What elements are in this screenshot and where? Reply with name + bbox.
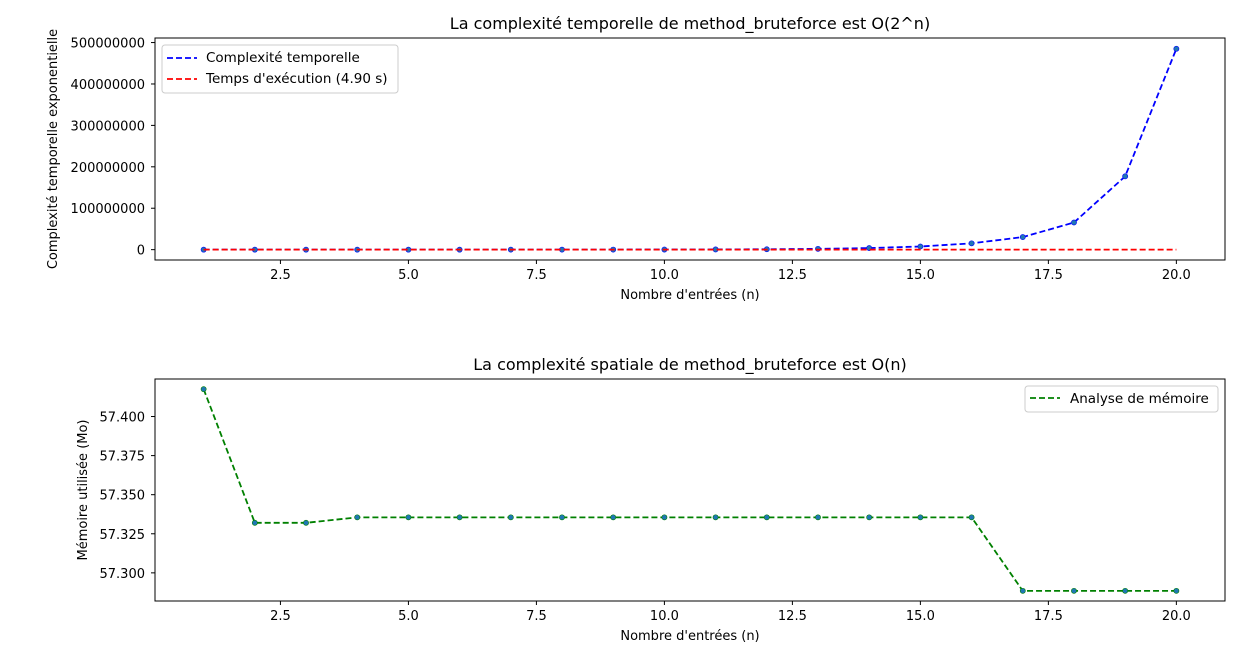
chart2-plot-frame	[154, 378, 1226, 602]
data-point	[917, 514, 924, 521]
y-tick-label: 500000000	[71, 37, 145, 52]
space-complexity-chart: La complexité spatiale de method_brutefo…	[76, 355, 1226, 644]
data-point	[610, 514, 617, 521]
chart2-legend-label-memory: Analyse de mémoire	[1070, 391, 1209, 407]
x-tick-label: 20.0	[1162, 609, 1191, 624]
data-point	[303, 519, 309, 526]
chart1-legend-label-runtime: Temps d'exécution (4.90 s)	[205, 71, 388, 87]
x-tick-label: 20.0	[1162, 268, 1191, 283]
data-point	[1173, 45, 1180, 52]
data-point	[1071, 587, 1077, 594]
data-point	[1122, 173, 1129, 180]
chart1-xlabel: Nombre d'entrées (n)	[620, 288, 759, 303]
chart1-plot-frame	[154, 37, 1226, 261]
chart1-legend-label-complexity: Complexité temporelle	[206, 50, 360, 66]
chart2-title: La complexité spatiale de method_brutefo…	[473, 355, 906, 375]
x-tick-label: 12.5	[778, 268, 807, 283]
data-point	[251, 519, 258, 526]
data-point	[815, 514, 821, 521]
chart1-title: La complexité temporelle de method_brute…	[450, 14, 930, 34]
data-point	[1019, 234, 1026, 240]
data-point	[559, 514, 565, 521]
data-point	[1122, 587, 1129, 594]
x-tick-label: 10.0	[650, 609, 679, 624]
data-point	[866, 514, 873, 521]
chart1-series	[200, 45, 1180, 253]
y-tick-label: 57.400	[100, 411, 146, 426]
x-tick-label: 2.5	[270, 609, 291, 624]
x-tick-label: 7.5	[526, 609, 547, 624]
data-point	[661, 514, 668, 521]
x-tick-label: 5.0	[398, 268, 419, 283]
data-point	[1019, 587, 1026, 594]
chart1-ticks: 2.5 5.0 7.5 10.0 12.5 15.0 17.5 20.0 0 100000000 2…	[71, 37, 1191, 283]
series-line-1	[202, 388, 1177, 592]
x-tick-label: 15.0	[906, 609, 935, 624]
chart1-legend: Complexité temporelle Temps d'exécution …	[161, 44, 399, 94]
chart2-series	[200, 386, 1180, 594]
data-point	[917, 243, 924, 250]
data-point	[968, 514, 975, 521]
y-tick-label: 300000000	[71, 119, 145, 134]
data-point	[200, 386, 207, 393]
chart1-ylabel: Complexité temporelle exponentielle	[46, 29, 61, 269]
chart2-legend-box	[1024, 385, 1219, 413]
x-tick-label: 17.5	[1034, 609, 1063, 624]
y-tick-label: 57.350	[100, 489, 146, 504]
x-tick-label: 17.5	[1034, 268, 1063, 283]
data-point	[354, 514, 361, 521]
y-tick-label: 400000000	[71, 78, 145, 93]
data-point	[1071, 219, 1077, 226]
x-tick-label: 10.0	[650, 268, 679, 283]
y-tick-label: 100000000	[71, 202, 145, 217]
x-tick-label: 5.0	[398, 609, 419, 624]
x-tick-label: 12.5	[778, 609, 807, 624]
y-tick-label: 57.300	[100, 567, 146, 582]
chart2-ticks: 2.5 5.0 7.5 10.0 12.5 15.0 17.5 20.0 57.300 57.32…	[100, 411, 1191, 624]
chart2-legend: Analyse de mémoire	[1024, 385, 1219, 413]
data-point	[1173, 587, 1180, 594]
y-tick-label: 57.325	[100, 528, 146, 543]
data-point	[507, 514, 514, 521]
x-tick-label: 15.0	[906, 268, 935, 283]
chart1-legend-box	[161, 44, 399, 94]
x-tick-label: 2.5	[270, 268, 291, 283]
data-point	[405, 514, 412, 521]
y-tick-label: 0	[137, 244, 145, 259]
x-tick-label: 7.5	[526, 268, 547, 283]
data-point	[712, 514, 719, 521]
chart2-xlabel: Nombre d'entrées (n)	[620, 629, 759, 644]
data-point	[763, 514, 770, 521]
y-tick-label: 200000000	[71, 161, 145, 176]
chart2-ylabel: Mémoire utilisée (Mo)	[76, 419, 91, 560]
time-complexity-chart: La complexité temporelle de method_brute…	[46, 14, 1226, 303]
data-point	[456, 514, 463, 521]
y-tick-label: 57.375	[100, 450, 146, 465]
data-point	[968, 240, 975, 247]
